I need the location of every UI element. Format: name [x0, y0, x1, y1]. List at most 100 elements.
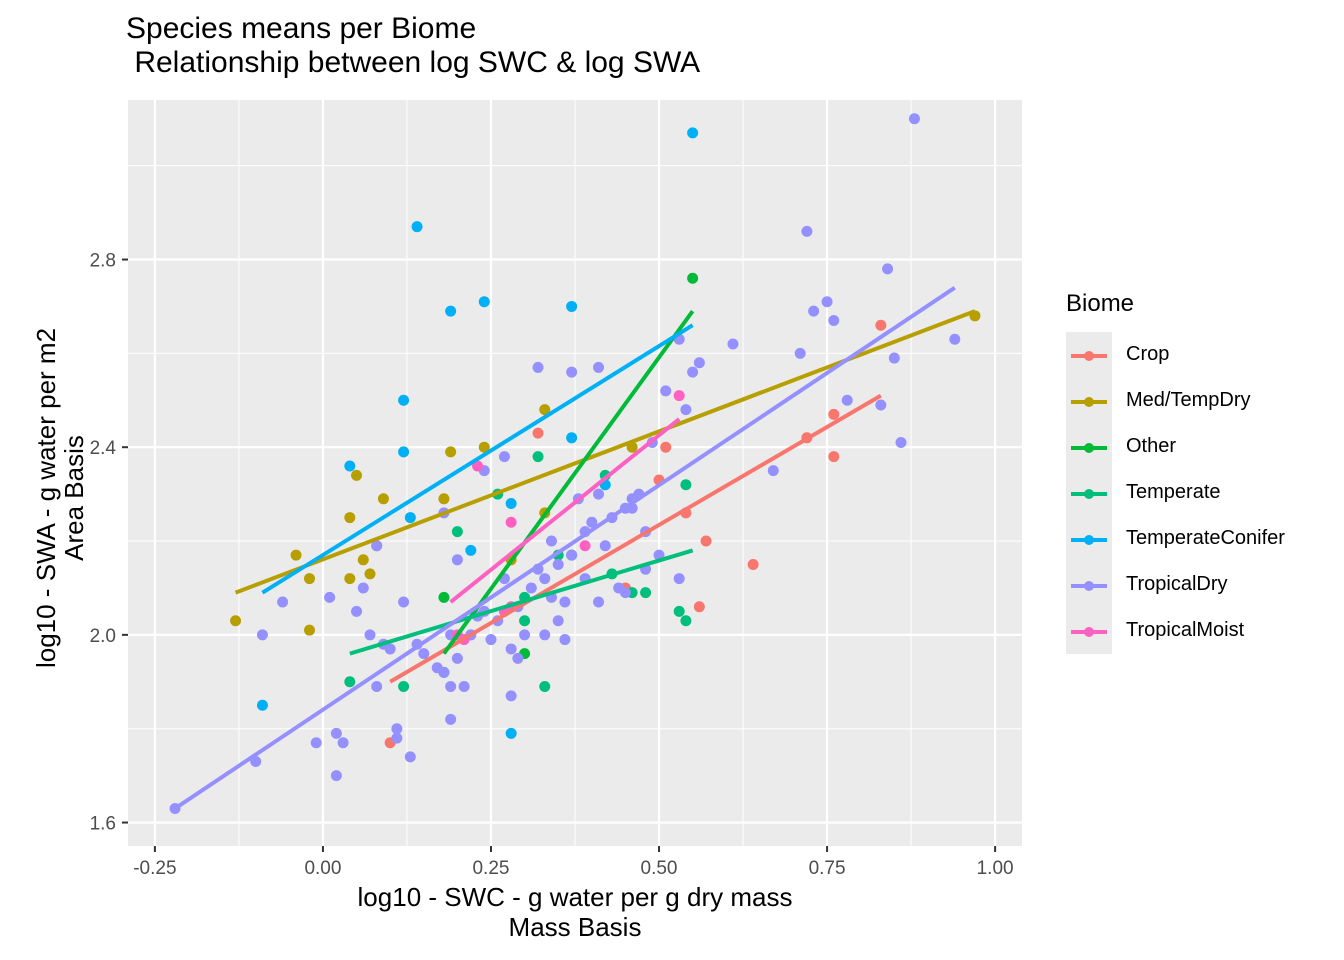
data-point-tropicaldry: [418, 648, 430, 660]
data-point-tropicaldry: [821, 296, 833, 308]
data-point-tropicaldry: [310, 737, 322, 749]
data-point-med-tempdry: [364, 568, 376, 580]
legend-label: Other: [1126, 435, 1177, 457]
data-point-temperate: [680, 479, 692, 491]
data-point-tropicaldry: [357, 582, 369, 594]
data-point-med-tempdry: [377, 493, 389, 505]
x-tick-label: 0.25: [472, 858, 509, 879]
legend-title: Biome: [1066, 290, 1135, 317]
data-point-temperate: [680, 615, 692, 627]
data-point-tropicaldry: [552, 558, 564, 570]
data-point-other: [687, 272, 699, 284]
data-point-crop: [693, 601, 705, 613]
legend-point-swatch: [1084, 489, 1094, 499]
y-tick-label: 2.8: [90, 251, 116, 272]
legend-item: TropicalMoist: [1066, 609, 1336, 655]
data-point-temperateconifer: [505, 727, 517, 739]
data-point-temperate: [539, 680, 551, 692]
x-tick-label: 1.00: [977, 858, 1014, 879]
data-point-temperateconifer: [256, 699, 268, 711]
legend-label: Med/TempDry: [1126, 389, 1251, 411]
data-point-tropicaldry: [364, 629, 376, 641]
data-point-other: [438, 591, 450, 603]
x-tick-label: 0.50: [641, 858, 678, 879]
legend-label: TropicalDry: [1126, 573, 1228, 595]
data-point-temperateconifer: [566, 432, 578, 444]
x-tick-label: 0.75: [809, 858, 846, 879]
data-point-tropicaldry: [808, 305, 820, 317]
data-point-tropicalmoist: [579, 540, 591, 552]
y-tick-label: 2.0: [90, 626, 116, 647]
data-point-tropicaldry: [371, 540, 383, 552]
x-tick-label: -0.25: [133, 858, 176, 879]
data-point-tropicaldry: [505, 690, 517, 702]
data-point-tropicaldry: [599, 540, 611, 552]
data-point-tropicaldry: [485, 634, 497, 646]
data-point-tropicaldry: [693, 357, 705, 369]
data-point-tropicaldry: [391, 723, 403, 735]
data-point-tropicaldry: [438, 666, 450, 678]
data-point-tropicaldry: [566, 366, 578, 378]
data-point-temperate: [532, 451, 544, 463]
y-axis-label: log10 - SWA - g water per m2 Area Basis: [31, 198, 89, 798]
data-point-tropicaldry: [498, 451, 510, 463]
data-point-med-tempdry: [539, 404, 551, 416]
data-point-tropicaldry: [841, 394, 853, 406]
data-point-tropicaldry: [566, 549, 578, 561]
data-point-med-tempdry: [357, 554, 369, 566]
data-point-tropicaldry: [875, 399, 887, 411]
data-point-temperateconifer: [445, 305, 457, 317]
data-point-tropicaldry: [660, 385, 672, 397]
legend-item: Temperate: [1066, 471, 1336, 517]
data-point-tropicaldry: [391, 732, 403, 744]
legend-item: Other: [1066, 425, 1336, 471]
data-point-med-tempdry: [438, 493, 450, 505]
data-point-tropicaldry: [256, 629, 268, 641]
data-point-temperateconifer: [398, 446, 410, 458]
data-point-tropicaldry: [593, 361, 605, 373]
data-point-tropicaldry: [673, 573, 685, 585]
fit-line-crop: [389, 393, 882, 684]
data-point-tropicaldry: [512, 652, 524, 664]
data-point-temperateconifer: [478, 296, 490, 308]
data-point-temperateconifer: [404, 512, 416, 524]
data-point-temperate: [519, 615, 531, 627]
data-point-tropicaldry: [525, 582, 537, 594]
data-point-tropicaldry: [398, 596, 410, 608]
data-point-temperateconifer: [566, 300, 578, 312]
data-point-temperate: [451, 526, 463, 538]
legend-item: TemperateConifer: [1066, 517, 1336, 563]
data-point-tropicaldry: [445, 713, 457, 725]
y-axis-label-line-2: Area Basis: [59, 435, 89, 561]
x-tick-label: 0.00: [304, 858, 341, 879]
legend-label: TemperateConifer: [1126, 527, 1285, 549]
legend-point-swatch: [1084, 443, 1094, 453]
data-point-tropicaldry: [559, 634, 571, 646]
data-point-tropicaldry: [828, 315, 840, 327]
data-point-tropicaldry: [539, 573, 551, 585]
y-tick-label: 2.4: [90, 438, 117, 459]
data-point-tropicaldry: [445, 680, 457, 692]
data-point-tropicaldry: [330, 770, 342, 782]
data-point-tropicaldry: [552, 615, 564, 627]
legend-point-swatch: [1084, 397, 1094, 407]
data-point-tropicaldry: [559, 596, 571, 608]
legend-item: Med/TempDry: [1066, 379, 1336, 425]
data-point-tropicaldry: [593, 596, 605, 608]
data-point-tropicaldry: [888, 352, 900, 364]
data-point-tropicaldry: [908, 113, 920, 125]
data-point-tropicaldry: [384, 643, 396, 655]
data-point-crop: [700, 535, 712, 547]
data-point-tropicaldry: [586, 516, 598, 528]
data-point-med-tempdry: [230, 615, 242, 627]
data-point-med-tempdry: [303, 573, 315, 585]
data-point-tropicaldry: [680, 404, 692, 416]
data-point-tropicaldry: [505, 643, 517, 655]
fit-line-other: [442, 309, 695, 655]
chart-title-line-1: Species means per Biome: [126, 12, 477, 45]
data-point-tropicaldry: [545, 535, 557, 547]
data-point-tropicaldry: [330, 727, 342, 739]
legend-point-swatch: [1084, 351, 1094, 361]
fit-line-temperate: [349, 548, 694, 656]
legend-item: TropicalDry: [1066, 563, 1336, 609]
